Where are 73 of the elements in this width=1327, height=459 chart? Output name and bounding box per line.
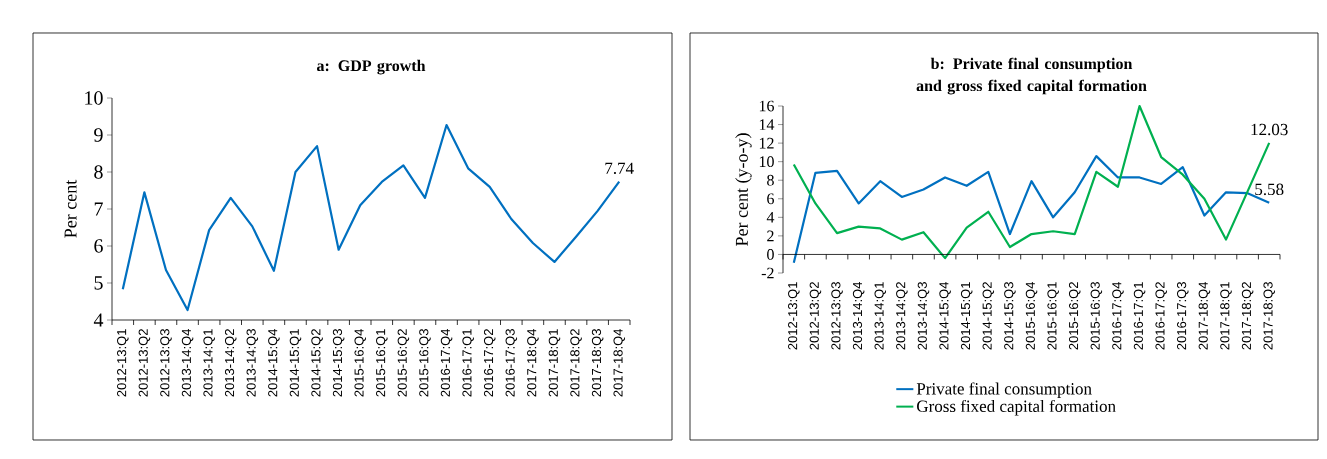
x-tick-label: 2014-15:Q2 <box>311 329 323 397</box>
x-tick-label: 2015-16:Q2 <box>397 329 410 397</box>
y-tick-label: 10 <box>759 156 774 168</box>
x-tick-label: 2016-17:Q3 <box>1177 282 1189 350</box>
x-tick-label: 2014-15:Q3 <box>1004 282 1016 350</box>
x-tick-label: 2014-15:Q3 <box>332 329 345 397</box>
y-tick-label: 10 <box>85 91 103 105</box>
x-tick-label: 2013-14:Q2 <box>896 282 908 350</box>
legend-label: Gross fixed capital formation <box>917 399 1116 416</box>
x-tick-label: 2013-14:Q3 <box>246 329 259 397</box>
x-tick-label: 2014-15:Q1 <box>960 282 973 350</box>
chart-title: a: GDP growth <box>317 59 426 75</box>
x-tick-label: 2012-13:Q2 <box>809 282 822 350</box>
x-tick-label: 2017-18:Q2 <box>570 329 582 397</box>
x-tick-label: 2017-18:Q3 <box>1263 282 1275 350</box>
y-tick-label: 0 <box>767 249 774 260</box>
x-tick-label: 2015-16:Q4 <box>1025 281 1038 350</box>
x-tick-label: 2012-13:Q2 <box>138 329 151 397</box>
x-tick-label: 2017-18:Q1 <box>1220 282 1232 350</box>
y-axis-title: Per cent <box>64 179 77 238</box>
y-tick-label: 4 <box>93 313 104 327</box>
x-tick-label: 2013-14:Q3 <box>917 282 930 350</box>
x-tick-label: 2015-16:Q3 <box>1090 282 1103 350</box>
y-tick-label: 6 <box>767 193 774 205</box>
x-tick-label: 2016-17:Q4 <box>1112 281 1124 350</box>
legend-label: Private final consumption <box>916 382 1092 398</box>
y-tick-label: 8 <box>94 165 103 179</box>
y-tick-label: 6 <box>94 239 103 253</box>
x-tick-label: 2013-14:Q4 <box>852 281 865 350</box>
x-tick-label: 2012-13:Q1 <box>117 329 129 397</box>
y-tick-label: 4 <box>766 212 775 223</box>
x-tick-label: 2016-17:Q4 <box>440 328 453 397</box>
y-axis-title: Per cent (y-o-y) <box>735 133 752 246</box>
x-tick-label: 2015-16:Q1 <box>376 329 388 397</box>
annotation: 7.74 <box>605 162 634 175</box>
y-tick-label: 12 <box>759 137 774 149</box>
x-tick-label: 2017-18:Q2 <box>1241 282 1254 350</box>
x-tick-label: 2015-16:Q2 <box>1068 282 1081 350</box>
x-tick-label: 2012-13:Q1 <box>788 282 800 350</box>
x-tick-label: 2016-17:Q3 <box>505 329 518 397</box>
annotation: 12.03 <box>1251 123 1288 136</box>
y-tick-label: 2 <box>767 230 774 242</box>
y-tick-label: 5 <box>94 276 103 290</box>
annotation: 5.58 <box>1255 183 1284 196</box>
x-tick-label: 2016-17:Q2 <box>1155 282 1167 350</box>
x-tick-label: 2015-16:Q3 <box>419 329 431 397</box>
x-tick-label: 2014-15:Q2 <box>982 282 995 350</box>
x-tick-label: 2016-17:Q1 <box>462 329 474 397</box>
y-tick-label: 8 <box>767 174 774 186</box>
x-tick-label: 2014-15:Q1 <box>289 329 302 397</box>
x-tick-label: 2012-13:Q3 <box>160 329 172 397</box>
x-tick-label: 2013-14:Q1 <box>203 329 215 397</box>
x-tick-label: 2017-18:Q4 <box>1198 281 1211 350</box>
x-tick-label: 2013-14:Q4 <box>181 328 194 397</box>
x-tick-label: 2017-18:Q4 <box>527 328 539 397</box>
x-tick-label: 2016-17:Q2 <box>483 329 496 397</box>
y-tick-label: 16 <box>759 100 774 112</box>
x-tick-label: 2013-14:Q2 <box>224 329 237 397</box>
y-tick-label: 14 <box>759 119 775 130</box>
x-tick-label: 2016-17:Q1 <box>1133 282 1146 350</box>
x-tick-label: 2014-15:Q4 <box>939 281 951 350</box>
x-tick-label: 2013-14:Q1 <box>874 282 887 350</box>
x-tick-label: 2017-18:Q4 <box>613 328 625 397</box>
y-tick-label: 7 <box>94 202 103 216</box>
x-tick-label: 2017-18:Q3 <box>591 329 604 397</box>
y-tick-label: 9 <box>94 128 103 142</box>
x-tick-label: 2017-18:Q1 <box>548 329 561 397</box>
y-tick-label: -2 <box>761 267 774 279</box>
x-tick-label: 2015-16:Q1 <box>1047 282 1059 350</box>
chart-title: b: Private final consumption and gross fixed capital formation <box>916 57 1147 95</box>
x-tick-label: 2014-15:Q4 <box>268 328 280 397</box>
x-tick-label: 2012-13:Q3 <box>831 282 843 350</box>
x-tick-label: 2015-16:Q4 <box>354 328 366 397</box>
